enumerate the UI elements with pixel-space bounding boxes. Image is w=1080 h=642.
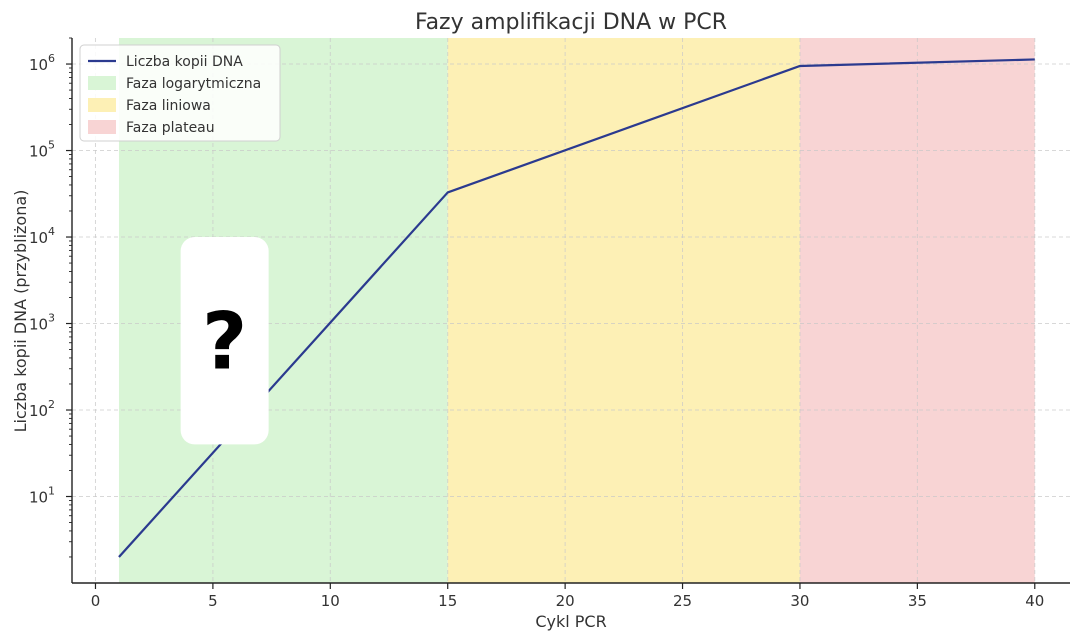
legend-swatch-phase-3: [88, 120, 116, 134]
axes: 0 5 10 15 20 25 30 35 40 101 102 103 104 105 106: [29, 37, 1070, 610]
x-tick-label: 40: [1025, 592, 1044, 610]
legend-box: [79, 44, 281, 142]
x-tick-label: 10: [321, 592, 340, 610]
x-tick-label: 30: [790, 592, 809, 610]
chart-title: Fazy amplifikacji DNA w PCR: [415, 10, 727, 35]
legend-label-phase-3: Faza plateau: [126, 120, 215, 136]
y-tick-label: 101: [29, 485, 55, 507]
y-tick-label: 106: [29, 52, 55, 74]
x-tick-label: 35: [908, 592, 927, 610]
x-tick-label: 15: [438, 592, 457, 610]
grid: [72, 38, 1070, 583]
annotation: ?: [180, 237, 269, 445]
legend: Liczba kopii DNA Faza logarytmiczna Faza l…: [79, 44, 281, 142]
legend-swatch-phase-1: [88, 76, 116, 90]
phase-band-3: [799, 38, 1035, 583]
y-tick-label: 105: [29, 139, 55, 161]
x-tick-label: 5: [208, 592, 218, 610]
x-tick-label: 0: [91, 592, 101, 610]
x-tick-label: 20: [556, 592, 575, 610]
legend-label-phase-2: Faza liniowa: [126, 98, 211, 114]
annotation-box: [180, 237, 269, 445]
series-line-1: [118, 58, 1035, 558]
legend-label-series: Liczba kopii DNA: [126, 54, 243, 70]
legend-label-phase-1: Faza logarytmiczna: [126, 76, 261, 92]
y-tick-label: 104: [29, 225, 55, 247]
series-layer: [118, 58, 1035, 558]
question-mark: ?: [202, 298, 247, 388]
legend-swatch-phase-2: [88, 98, 116, 112]
x-tick-label: 25: [673, 592, 692, 610]
y-axis-title: Liczba kopii DNA (przybliżona): [11, 190, 30, 433]
phase-band-2: [447, 38, 800, 583]
y-tick-label: 103: [29, 312, 55, 334]
x-axis-title: Cykl PCR: [535, 612, 606, 631]
y-tick-label: 102: [29, 398, 55, 420]
